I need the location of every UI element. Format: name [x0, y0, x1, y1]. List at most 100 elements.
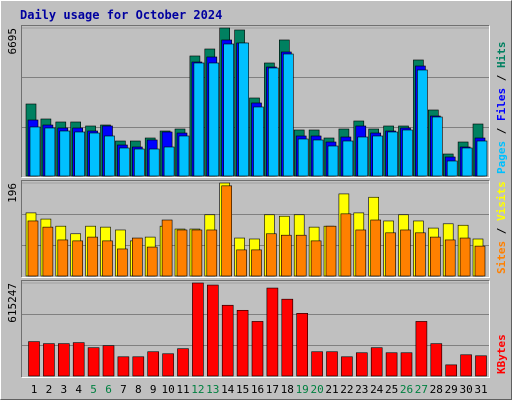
bar	[417, 69, 428, 177]
bar	[282, 53, 294, 177]
bar	[74, 131, 85, 177]
legend: KBytes	[495, 334, 508, 374]
bar	[370, 347, 383, 377]
bar	[102, 345, 115, 377]
x-tick-label: 18	[281, 383, 294, 396]
bar	[27, 220, 39, 277]
y-tick-label: 196	[6, 183, 19, 203]
panel-dark	[21, 25, 490, 178]
bar	[357, 136, 369, 177]
bar	[29, 126, 41, 177]
bar	[28, 341, 40, 377]
bar	[295, 234, 307, 277]
x-tick-label: 9	[150, 383, 157, 396]
legend: Sites / Visits	[495, 181, 508, 274]
bar	[208, 62, 220, 177]
bar	[475, 355, 487, 377]
bar	[57, 239, 69, 277]
panel-dark	[21, 180, 490, 278]
chart-title: Daily usage for October 2024	[20, 8, 222, 22]
bar	[459, 237, 471, 277]
x-tick-label: 29	[445, 383, 458, 396]
bar	[87, 347, 100, 377]
bar	[476, 140, 488, 177]
bar	[134, 148, 145, 177]
bar	[221, 304, 234, 377]
bar	[223, 43, 234, 177]
bar	[280, 234, 292, 277]
bar	[236, 249, 247, 277]
bar	[132, 356, 145, 377]
bar	[444, 239, 456, 277]
bar	[415, 232, 426, 277]
bar	[446, 160, 458, 177]
bar	[327, 145, 339, 177]
bar	[415, 321, 428, 377]
x-tick-label: 5	[90, 383, 97, 396]
legend-entry: Hits	[495, 42, 508, 69]
legend-entry: Pages	[495, 141, 508, 174]
panel-dark	[21, 280, 490, 378]
bar	[161, 219, 173, 277]
bar	[474, 245, 486, 277]
bar	[238, 42, 249, 177]
bar	[400, 229, 411, 277]
x-tick-label: 6	[105, 383, 112, 396]
x-tick-label: 27	[415, 383, 428, 396]
x-tick-label: 10	[161, 383, 174, 396]
bar	[117, 248, 128, 277]
bar	[43, 343, 55, 377]
y-tick-label: 6695	[6, 28, 19, 55]
bar	[42, 226, 54, 277]
legend-entry: KBytes	[495, 334, 508, 374]
bar	[387, 131, 398, 177]
bar	[193, 62, 205, 177]
bar	[445, 364, 458, 377]
legend-separator: /	[495, 68, 508, 88]
bar	[72, 342, 85, 377]
bar	[251, 321, 264, 377]
panel-light	[21, 280, 490, 378]
x-tick-label: 16	[251, 383, 264, 396]
bar	[251, 249, 262, 277]
bar	[402, 129, 413, 177]
bar	[87, 236, 98, 277]
bar	[221, 185, 232, 277]
bar	[268, 67, 279, 177]
legend: Pages / Files / Hits	[495, 42, 508, 175]
bar	[119, 147, 130, 177]
bar	[148, 148, 160, 177]
bar	[44, 127, 56, 177]
bar	[385, 352, 398, 377]
bar	[104, 135, 115, 177]
x-tick-label: 17	[266, 383, 279, 396]
bar	[102, 240, 113, 277]
x-tick-label: 30	[459, 383, 472, 396]
legend-entry: Files	[495, 88, 508, 121]
bar	[207, 284, 219, 377]
bar	[72, 240, 83, 277]
bar	[163, 146, 175, 177]
bar	[59, 130, 71, 177]
x-tick-label: 14	[221, 383, 235, 396]
x-tick-label: 19	[296, 383, 309, 396]
x-tick-label: 13	[206, 383, 219, 396]
bar	[355, 352, 368, 377]
bar	[253, 106, 264, 177]
bar	[296, 313, 309, 377]
legend-entry: Sites	[495, 241, 508, 274]
bar	[89, 132, 100, 177]
y-tick-label: 615247	[6, 283, 19, 323]
bar	[311, 351, 323, 377]
bar	[430, 343, 443, 377]
x-tick-label: 22	[340, 383, 353, 396]
bar	[57, 343, 70, 377]
bar	[429, 236, 441, 277]
bar	[400, 352, 413, 377]
x-tick-label: 20	[310, 383, 323, 396]
bar	[146, 246, 158, 277]
legend-entry: Visits	[495, 181, 508, 221]
x-tick-label: 26	[400, 383, 413, 396]
